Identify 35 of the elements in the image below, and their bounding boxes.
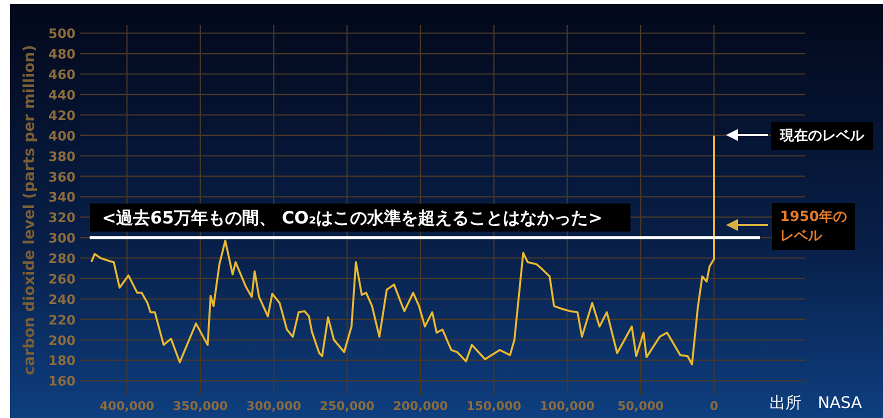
- annotation: 出所 NASA: [770, 393, 862, 412]
- y-axis-title: carbon dioxide level (parts per million): [20, 44, 38, 376]
- x-tick-label: 400,000: [100, 399, 154, 413]
- y-tick-label: 180: [48, 354, 76, 370]
- line-series: [90, 135, 716, 366]
- x-tick-label: 0: [710, 399, 718, 413]
- annotation: 現在のレベル: [779, 128, 865, 144]
- x-tick-label: 300,000: [246, 399, 302, 413]
- x-tick-label: 250,000: [320, 399, 374, 413]
- y-tick-label: 220: [48, 313, 76, 328]
- x-tick-label: 100,000: [540, 399, 595, 413]
- annotation: 現在のレベル: [726, 122, 873, 150]
- y-tick-label: 320: [48, 211, 76, 226]
- y-tick-label: 160: [48, 374, 76, 390]
- y-tick-label: 500: [48, 27, 76, 42]
- annotation: 1950年のレベル: [726, 203, 855, 250]
- y-tick-label: 260: [48, 272, 76, 288]
- y-tick-label: 480: [48, 48, 76, 63]
- y-tick-label: 340: [48, 190, 76, 206]
- y-tick-label: 380: [48, 150, 76, 165]
- x-tick-label: 200,000: [393, 399, 448, 413]
- ref-line-label: <過去65万年もの間、 CO₂はこの水準を超えることはなかった>: [102, 208, 602, 229]
- y-tick-label: 460: [48, 68, 76, 84]
- y-tick-label: 240: [48, 292, 76, 308]
- y-tick-label: 200: [48, 334, 76, 349]
- y-tick-label: 280: [48, 252, 76, 268]
- y-tick-label: 420: [48, 108, 76, 124]
- annotation: 1950年のレベル: [780, 209, 847, 244]
- y-tick-label: 300: [48, 232, 76, 247]
- x-tick-label: 50,000: [617, 399, 664, 413]
- x-tick-label: 150,000: [466, 399, 522, 413]
- y-tick-label: 400: [48, 129, 76, 144]
- y-tick-label: 360: [48, 170, 76, 186]
- y-tick-label: 440: [48, 88, 76, 104]
- x-tick-label: 350,000: [173, 399, 228, 413]
